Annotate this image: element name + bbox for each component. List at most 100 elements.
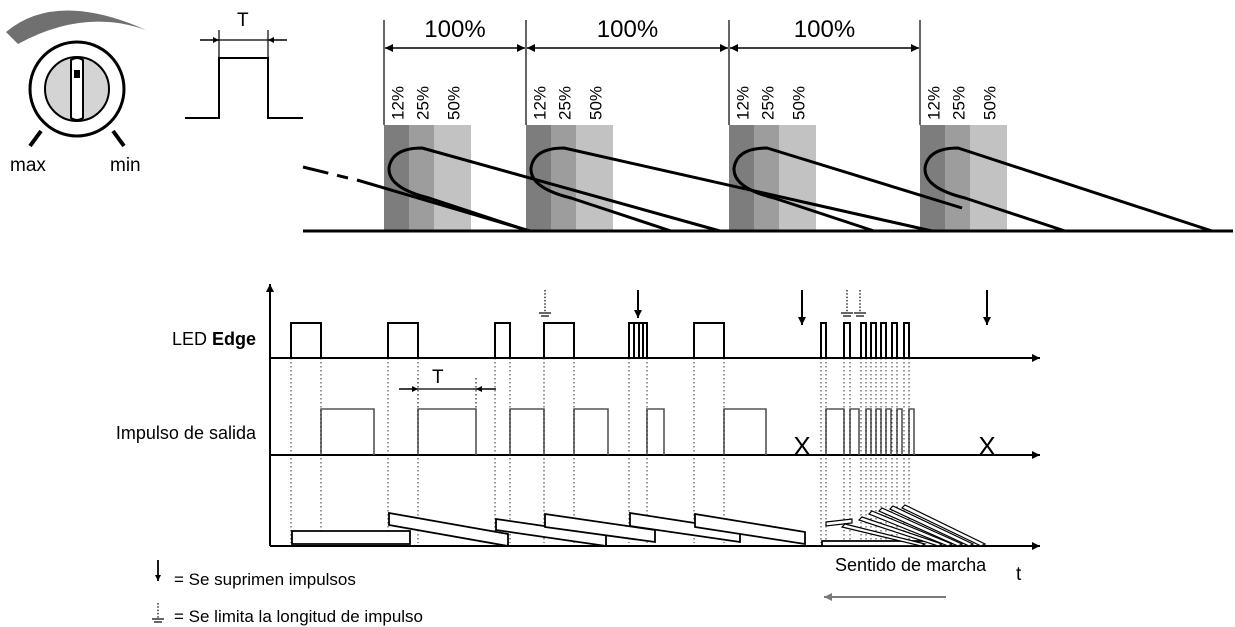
led-pulse (820, 322, 827, 358)
output-pulse (417, 408, 477, 455)
level-band (754, 125, 779, 231)
led-pulse (693, 322, 725, 358)
knob-indicator (74, 70, 80, 78)
output-pulse (573, 408, 609, 455)
interval-label: 100% (424, 16, 485, 43)
knob-tick-max (28, 129, 43, 148)
led-label: LED Edge (172, 329, 256, 349)
level-band (945, 125, 970, 231)
output-pulse (723, 408, 767, 455)
led-pulse (290, 322, 322, 358)
interval-marker: 100% (527, 16, 728, 52)
output-pulse (646, 408, 665, 455)
level-band (779, 125, 816, 231)
suppressed-mark: X (978, 431, 995, 461)
ramp-bar-thin (857, 516, 944, 547)
led-pulse (870, 322, 877, 358)
level-band (729, 125, 754, 231)
decay-curve (387, 146, 721, 233)
ramp-bar (291, 530, 411, 545)
legend-suppressed-text: = Se suprimen impulsos (174, 570, 356, 589)
level-band (920, 125, 945, 231)
time-axis-label: t (1016, 564, 1022, 585)
knob-max-label: max (10, 155, 46, 176)
timing-period-label: T (432, 367, 444, 388)
knob-range-arc (6, 10, 146, 44)
output-pulse (825, 408, 845, 455)
timing-chart: LED Edge Impulso de salida t Sentido de … (116, 284, 1040, 601)
output-pulse (896, 408, 903, 455)
level-group: 12% 25% 50% (384, 86, 471, 231)
level-label: 50% (587, 86, 606, 120)
level-band (409, 125, 434, 231)
decay-curve (732, 146, 963, 233)
level-group: 12% 25% 50% (920, 86, 1007, 231)
output-pulse (885, 408, 892, 455)
output-pulse (865, 408, 872, 455)
led-pulse (494, 322, 511, 358)
led-pulse (891, 322, 898, 358)
led-pulse (903, 322, 910, 358)
level-label: 25% (950, 86, 969, 120)
ramp-bar (694, 512, 806, 546)
interval-marker: 100% (730, 16, 919, 52)
knob-handle (70, 57, 84, 121)
ramp-bar-thin (900, 504, 987, 547)
decay-diagram: 12% 25% 50% 12% 25% 50% 12% 25% 50% 12% 25% 50% 100%… (302, 16, 1233, 233)
legend-limited-text: = Se limita la longitud de impulso (174, 607, 423, 626)
ramp-bar-thin (840, 523, 927, 547)
decay-curve (923, 146, 1213, 233)
ramp-bar-thin (867, 510, 954, 547)
limitation-symbol (854, 290, 866, 317)
ramp-bar (388, 511, 509, 548)
led-pulse (880, 322, 887, 358)
level-label: 50% (981, 86, 1000, 120)
suppressed-mark: X (793, 431, 810, 461)
led-pulse (843, 322, 851, 358)
interval-marker: 100% (385, 16, 525, 52)
level-band (576, 125, 613, 231)
led-pulse (387, 322, 419, 358)
ramp-bar-thin (877, 507, 964, 547)
ramp-bar (544, 512, 656, 544)
output-pulse (875, 408, 882, 455)
interval-label: 100% (794, 16, 855, 43)
ramp-bar-thin (825, 518, 853, 527)
lead-in-line (302, 165, 349, 180)
output-pulse (320, 408, 375, 455)
level-group: 12% 25% 50% (526, 86, 613, 231)
legend-limited-icon (152, 603, 164, 623)
level-band (384, 125, 409, 231)
level-label: 12% (531, 86, 550, 120)
output-pulse (908, 408, 915, 455)
pulse-period-label: T (237, 10, 249, 31)
level-label: 12% (389, 86, 408, 120)
level-band (434, 125, 471, 231)
level-label: 25% (759, 86, 778, 120)
legend: = Se suprimen impulsos = Se limita la lo… (152, 560, 423, 626)
decay-curve (529, 146, 933, 233)
level-label: 25% (414, 86, 433, 120)
knob-min-label: min (110, 155, 141, 176)
level-band (970, 125, 1007, 231)
output-pulse (509, 408, 545, 455)
pulse-period-symbol: T (185, 10, 303, 119)
level-group: 12% 25% 50% (729, 86, 816, 231)
led-pulse (860, 322, 867, 358)
output-pulse (849, 408, 860, 455)
level-band (551, 125, 576, 231)
output-label: Impulso de salida (116, 423, 257, 443)
limitation-symbol (539, 290, 551, 317)
limitation-symbol (841, 290, 853, 317)
level-label: 50% (790, 86, 809, 120)
led-pulse (543, 322, 575, 358)
ramp-bar-thin (888, 505, 975, 547)
direction-label: Sentido de marcha (835, 555, 987, 575)
knob-tick-min (111, 129, 126, 148)
interval-label: 100% (597, 16, 658, 43)
level-label: 12% (734, 86, 753, 120)
level-label: 12% (925, 86, 944, 120)
pulse-period-waveform (185, 57, 303, 119)
rotary-knob: max min (6, 10, 146, 176)
